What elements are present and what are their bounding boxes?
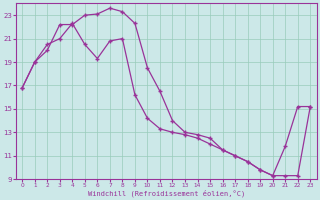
X-axis label: Windchill (Refroidissement éolien,°C): Windchill (Refroidissement éolien,°C) — [88, 189, 245, 197]
